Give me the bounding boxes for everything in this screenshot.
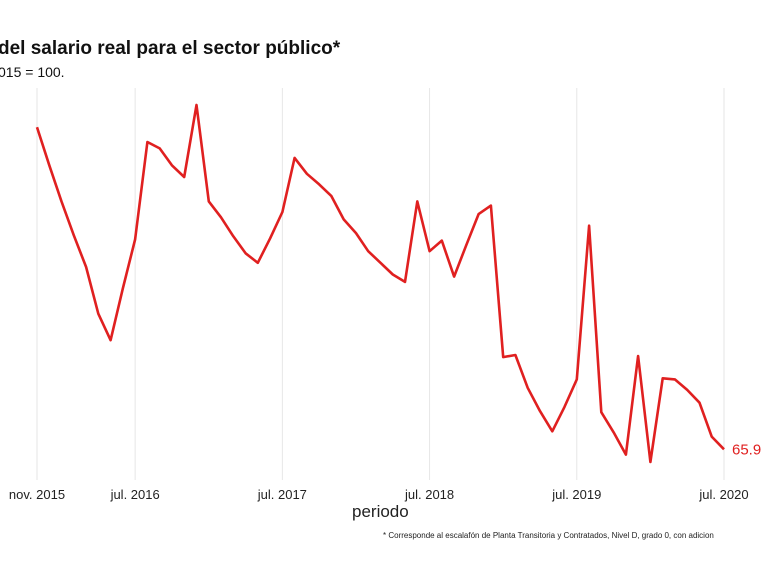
chart-title: del salario real para el sector público* (0, 38, 341, 59)
x-tick-label-1: jul. 2016 (110, 487, 160, 502)
x-axis-label: periodo (352, 502, 409, 521)
x-tick-label-4: jul. 2019 (551, 487, 601, 502)
footnote: * Corresponde al escalafón de Planta Tra… (383, 531, 714, 540)
x-tick-label-3: jul. 2018 (404, 487, 454, 502)
line-chart: nov. 2015 jul. 2016 jul. 2017 jul. 2018 jul.… (9, 88, 761, 502)
x-tick-label-5: jul. 2020 (698, 487, 748, 502)
x-tick-label-0: nov. 2015 (9, 487, 65, 502)
series-line (35, 103, 725, 464)
chart-subtitle: 015 = 100. (0, 64, 65, 80)
series-layer (35, 103, 725, 464)
x-tick-label-2: jul. 2017 (257, 487, 307, 502)
end-value-label: 65.9 (732, 441, 761, 458)
grid-lines (36, 88, 725, 480)
labels-layer: nov. 2015 jul. 2016 jul. 2017 jul. 2018 jul.… (9, 441, 761, 502)
